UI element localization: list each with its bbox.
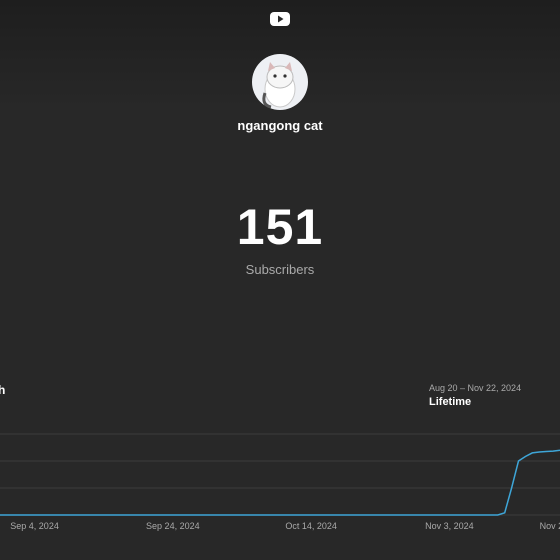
youtube-logo[interactable] [269,11,291,27]
section-title: h [0,383,6,397]
period[interactable]: Lifetime [429,396,472,408]
channel-name: ngangong cat [237,118,323,133]
x-tick-label: Nov 3, 2024 [425,521,474,531]
x-tick-label: Nov 2 [540,521,560,531]
channel-avatar[interactable] [251,53,309,111]
x-tick-label: Sep 24, 2024 [146,521,200,531]
x-tick-label: Sep 4, 2024 [10,521,59,531]
line [0,449,560,516]
subscriber-count: 151 [236,199,324,255]
date-range[interactable]: Aug 20 – Nov 22, 2024 [429,383,522,393]
subscriber-label: Subscribers [245,262,315,277]
chart: Sep 4, 2024 Sep 24, 2024 Oct 14, 2024 Nov 3… [0,433,560,531]
x-tick-label: Oct 14, 2024 [285,521,337,531]
